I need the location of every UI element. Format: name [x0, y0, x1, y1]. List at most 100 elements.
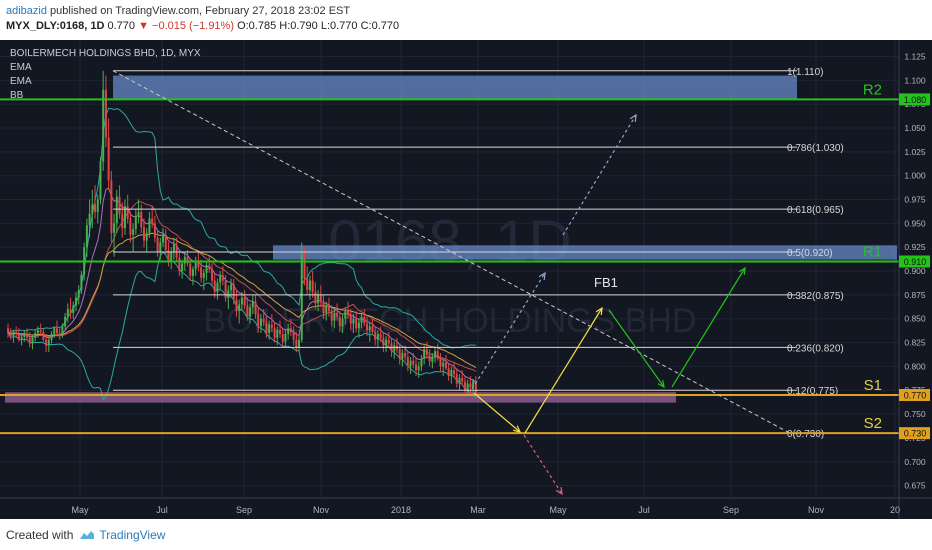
candle-body: [53, 328, 56, 334]
x-tick-label: May: [549, 505, 567, 515]
green-arrow-up-head: [738, 266, 746, 276]
candle-body: [417, 366, 420, 371]
candle-body: [69, 309, 72, 314]
fib-label-1: 0.786(1.030): [787, 143, 844, 154]
price-change: −0.015 (−1.91%): [152, 20, 234, 32]
candle-body: [113, 223, 116, 233]
symbol-label: MYX_DLY:0168, 1D: [6, 20, 105, 32]
candle-body: [134, 215, 137, 230]
candle-body: [96, 199, 99, 212]
candle-body: [314, 292, 317, 304]
candle-body: [289, 328, 292, 333]
y-tick-label: 0.700: [904, 457, 926, 467]
candle-body: [257, 313, 260, 327]
candle-body: [425, 349, 428, 355]
candle-body: [447, 368, 450, 376]
x-tick-label: Sep: [236, 505, 252, 515]
candle-body: [355, 318, 358, 329]
candle-body: [91, 204, 94, 214]
author-link[interactable]: adibazid: [6, 5, 47, 17]
annotation-fb1: FB1: [594, 275, 618, 290]
candle-body: [246, 305, 249, 317]
candle-body: [197, 261, 200, 268]
candle-body: [47, 339, 50, 346]
candle-body: [186, 256, 189, 264]
candle-body: [295, 339, 298, 348]
candle-body: [431, 356, 434, 362]
candle-body: [374, 332, 377, 340]
candle-body: [357, 322, 360, 329]
x-tick-label: Jul: [638, 505, 650, 515]
candle-body: [363, 316, 366, 324]
candle-body: [268, 324, 271, 334]
yellow-arrow-up-head: [595, 306, 603, 316]
price-tag-text: 0.910: [904, 257, 927, 267]
candle-body: [409, 360, 412, 367]
candles: [7, 70, 477, 396]
price-tag-text: 0.770: [904, 391, 927, 401]
candle-body: [453, 370, 456, 375]
candle-body: [319, 294, 322, 302]
candle-body: [17, 333, 20, 339]
candle-body: [121, 213, 124, 229]
last-price: 0.770: [107, 20, 136, 32]
candle-body: [15, 332, 18, 334]
candle-body: [58, 333, 61, 336]
y-tick-label: 1.050: [904, 123, 926, 133]
x-tick-label: 2018: [391, 505, 411, 515]
candle-body: [20, 336, 23, 339]
candle-body: [238, 304, 241, 312]
y-tick-label: 0.925: [904, 242, 926, 252]
published-text: published on TradingView.com, February 2…: [50, 5, 351, 17]
publish-info: adibazid published on TradingView.com, F…: [6, 5, 350, 17]
candle-body: [341, 318, 344, 327]
candle-body: [325, 305, 328, 314]
candle-body: [170, 251, 173, 262]
fib-label-4: 0.382(0.875): [787, 291, 844, 302]
candle-body: [66, 309, 69, 317]
candle-body: [221, 275, 224, 281]
candle-body: [317, 294, 320, 304]
candle-body: [42, 332, 45, 340]
level-name-r2: R2: [863, 81, 882, 98]
axes: 1.1251.1001.0751.0501.0251.0000.9750.950…: [0, 40, 932, 519]
footer-bar: Created with TradingView: [0, 519, 932, 550]
candle-body: [110, 180, 113, 233]
fib-label-0: 1(1.110): [787, 67, 824, 78]
candle-body: [7, 328, 9, 334]
y-tick-label: 0.975: [904, 195, 926, 205]
price-tag-s2: [899, 427, 930, 440]
candle-body: [167, 250, 170, 262]
candle-body: [232, 284, 235, 300]
x-tick-label: Mar: [470, 505, 486, 515]
watermark-symbol: 0168, 1D: [328, 208, 572, 275]
candle-body: [336, 313, 339, 317]
green-arrow-down-head: [657, 379, 665, 389]
candle-body: [85, 225, 88, 248]
chart-area[interactable]: 0168, 1D BOILERMECH HOLDINGS BHD 1(1.110)…: [0, 40, 932, 519]
candle-body: [347, 311, 349, 315]
candle-body: [360, 316, 363, 323]
y-tick-label: 0.900: [904, 266, 926, 276]
candle-body: [298, 339, 301, 348]
candle-body: [216, 282, 219, 293]
y-tick-label: 1.000: [904, 171, 926, 181]
candle-body: [181, 263, 184, 272]
candle-body: [322, 301, 325, 314]
indicator-ema-1: EMA: [10, 62, 32, 73]
candle-body: [306, 278, 309, 291]
candle-body: [178, 257, 181, 272]
brand-link[interactable]: TradingView: [99, 528, 166, 542]
candle-body: [75, 297, 77, 306]
candle-body: [270, 324, 273, 329]
candle-body: [189, 263, 192, 276]
candle-body: [77, 290, 80, 298]
chart-labels: BOILERMECH HOLDINGS BHD, 1D, MYX EMA EMA…: [10, 48, 618, 290]
price-tag-r2: [899, 93, 930, 106]
candle-body: [415, 364, 417, 371]
candle-body: [23, 333, 26, 337]
candle-body: [284, 333, 287, 342]
candle-body: [31, 337, 34, 344]
candle-body: [126, 206, 129, 219]
